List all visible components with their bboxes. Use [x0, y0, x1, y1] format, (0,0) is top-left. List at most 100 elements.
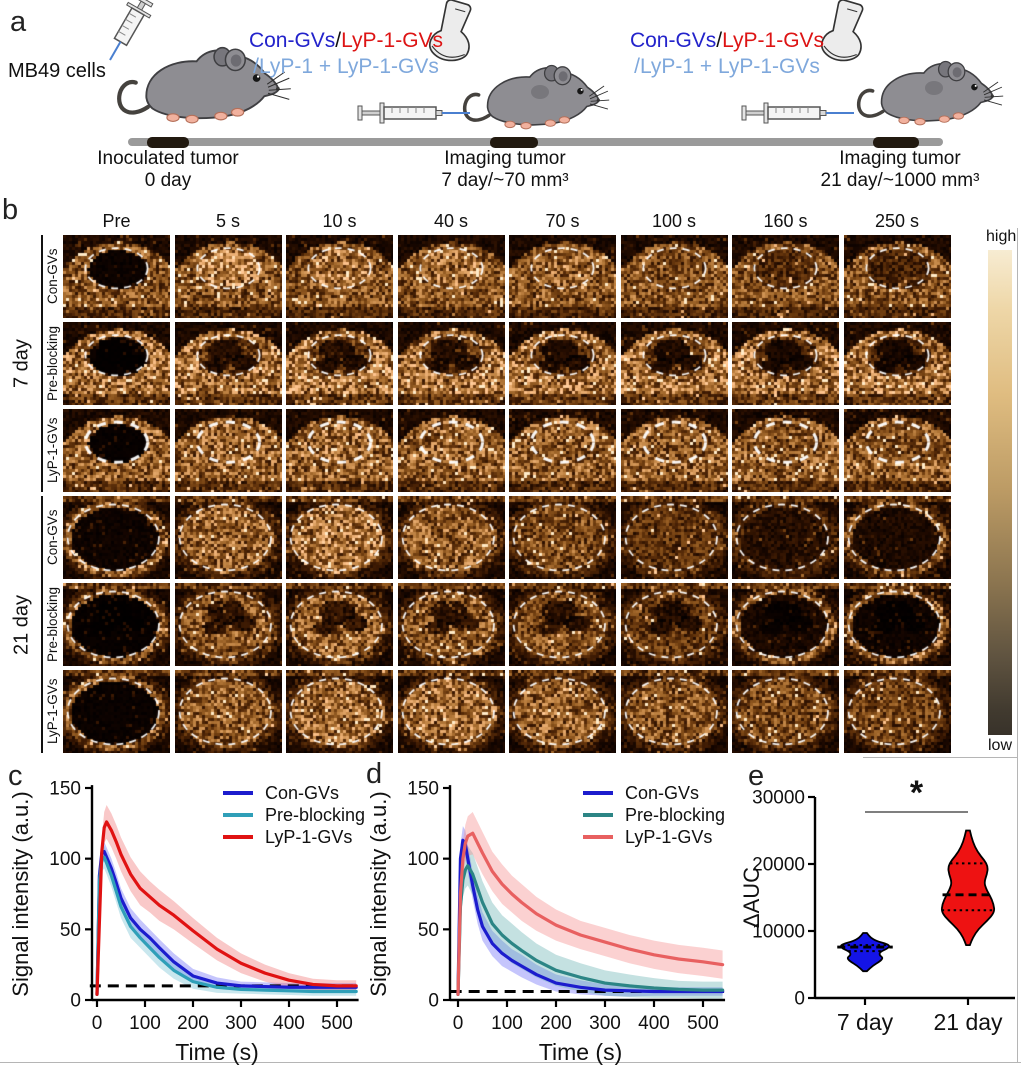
ultrasound-image-r3-c1	[174, 496, 282, 579]
ultrasound-image-r1-c6	[732, 322, 839, 405]
x-axis-label-c: Time (s)	[175, 1039, 258, 1065]
x-tick-d-400: 400	[638, 1013, 670, 1034]
y-tick-d-150: 150	[407, 779, 439, 800]
legend-label-d-Pre-blocking: Pre-blocking	[625, 805, 725, 825]
column-header-70s: 70 s	[545, 211, 580, 231]
y-tick-e-20000: 20000	[752, 855, 805, 876]
series-line-Con-GVs	[456, 838, 725, 996]
syringe-icon-inoculation	[97, 0, 158, 68]
ultrasound-image-r2-c4	[509, 409, 616, 492]
y-axis-label-d: Signal intensity (a.u.)	[366, 791, 391, 996]
ultrasound-image-r5-c4	[509, 670, 616, 753]
legend-label-c-Con-GVs: Con-GVs	[265, 783, 339, 803]
ultrasound-image-r2-c2	[286, 409, 393, 492]
panel-label-a: a	[10, 6, 27, 38]
legend-label-c-LyP-1-GVs: LyP-1-GVs	[265, 827, 352, 847]
ultrasound-image-r2-c3	[397, 409, 505, 492]
row-group-bracket	[41, 235, 43, 492]
milestone-day0: Inoculated tumor 0 day	[97, 148, 239, 191]
panel-label-c: c	[8, 760, 23, 792]
x-tick-c-200: 200	[177, 1013, 209, 1034]
chart-e: 0 10000 20000 30000 ΔAUC 7 day 21 day *	[739, 774, 1015, 1035]
error-band-LyP-1-GVs	[458, 812, 723, 998]
row-group-label-21day: 21 day	[10, 594, 33, 655]
legend-label-d-Con-GVs: Con-GVs	[625, 783, 699, 803]
row-group-label-7day: 7 day	[10, 339, 33, 388]
agent-label-day21: Con-GVs/LyP-1-GVs /LyP-1 + LyP-1-GVs	[629, 29, 825, 78]
timeline-segment-day21	[873, 136, 919, 148]
column-header-250s: 250 s	[874, 211, 920, 231]
y-tick-c-50: 50	[60, 920, 81, 941]
row-label-LyP-1-GVs: LyP-1-GVs	[45, 678, 60, 745]
ultrasound-image-r3-c4	[509, 496, 616, 579]
x-tick-d-500: 500	[687, 1013, 719, 1034]
x-tick-c-500: 500	[321, 1013, 353, 1034]
series-line-Pre-blocking	[95, 855, 358, 996]
ultrasound-image-r3-c0	[63, 496, 170, 579]
ultrasound-image-r0-c2	[286, 235, 393, 318]
timeline-segment-day0	[147, 136, 189, 148]
colorbar-high-label: high	[986, 228, 1017, 245]
y-tick-c-100: 100	[49, 849, 81, 870]
ultrasound-image-r1-c4	[509, 322, 616, 405]
ultrasound-image-r1-c1	[174, 322, 282, 405]
category-label-21day: 21 day	[933, 1009, 1003, 1035]
x-tick-d-100: 100	[491, 1013, 523, 1034]
ultrasound-image-r0-c0	[63, 235, 170, 318]
panel-label-b: b	[2, 194, 19, 226]
significance-star: *	[910, 774, 924, 812]
page-rule-right	[1017, 228, 1018, 1062]
ultrasound-image-r5-c5	[620, 670, 728, 753]
error-band-LyP-1-GVs	[97, 804, 357, 998]
ultrasound-image-r1-c3	[397, 322, 505, 405]
y-axis-label-e: ΔAUC	[739, 867, 764, 928]
series-line-Con-GVs	[95, 849, 358, 996]
ultrasound-image-r0-c5	[620, 235, 728, 318]
tumor-spot	[531, 85, 549, 99]
timeline-segment-day7	[490, 136, 538, 148]
ultrasound-image-r4-c0	[63, 583, 170, 666]
ultrasound-image-r5-c2	[286, 670, 393, 753]
page-rule-mid	[863, 757, 1017, 758]
syringe-icon-day21	[741, 102, 855, 124]
ultrasound-image-r4-c4	[509, 583, 616, 666]
ultrasound-image-r1-c7	[843, 322, 951, 405]
y-tick-c-150: 150	[49, 779, 81, 800]
column-header-Pre: Pre	[102, 211, 131, 231]
column-header-10s: 10 s	[322, 211, 357, 231]
ultrasound-image-r0-c1	[174, 235, 282, 318]
ultrasound-image-r0-c6	[732, 235, 839, 318]
ultrasound-image-r2-c6	[732, 409, 839, 492]
category-label-7day: 7 day	[837, 1009, 894, 1035]
page-rule-bottom	[0, 1062, 1021, 1063]
ultrasound-image-r0-c7	[843, 235, 951, 318]
x-tick-d-300: 300	[589, 1013, 621, 1034]
ultrasound-image-r5-c0	[63, 670, 170, 753]
mouse-illustration-day21	[856, 59, 1005, 127]
row-label-Con-GVs: Con-GVs	[45, 509, 60, 566]
intensity-colorbar	[988, 250, 1012, 735]
ultrasound-image-r3-c7	[843, 496, 951, 579]
y-tick-c-0: 0	[70, 991, 81, 1012]
x-tick-c-300: 300	[225, 1013, 257, 1034]
error-band-Pre-blocking	[458, 845, 723, 999]
ultrasound-image-r4-c2	[286, 583, 393, 666]
ultrasound-image-r0-c4	[509, 235, 616, 318]
y-tick-d-0: 0	[428, 991, 439, 1012]
ultrasound-image-r3-c6	[732, 496, 839, 579]
x-tick-c-400: 400	[273, 1013, 305, 1034]
violin-7day	[840, 932, 890, 973]
row-label-Con-GVs: Con-GVs	[45, 248, 60, 305]
ultrasound-image-r5-c7	[843, 670, 951, 753]
legend-label-c-Pre-blocking: Pre-blocking	[265, 805, 365, 825]
panel-label-d: d	[366, 758, 383, 790]
column-header-5s: 5 s	[215, 211, 240, 231]
ultrasound-image-r2-c5	[620, 409, 728, 492]
violin-21day	[940, 829, 996, 946]
mouse-illustration-day7	[462, 63, 611, 131]
column-header-100s: 100 s	[651, 211, 697, 231]
agent-blocking: /LyP-1 + LyP-1-GVs	[253, 55, 439, 78]
agent-con-gvs: Con-GVs	[248, 29, 336, 52]
panel-label-e: e	[748, 760, 765, 792]
